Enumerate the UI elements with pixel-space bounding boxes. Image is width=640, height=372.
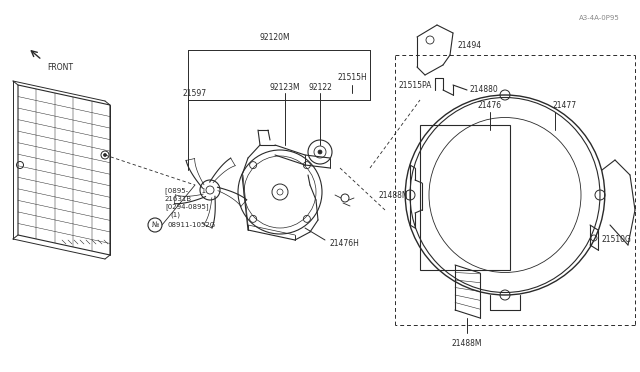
Text: 92123M: 92123M	[269, 83, 300, 92]
Text: 21510G: 21510G	[602, 235, 632, 244]
Text: 21515PA: 21515PA	[399, 80, 432, 90]
Text: 21476: 21476	[478, 102, 502, 110]
Text: (1): (1)	[170, 212, 180, 218]
Text: 21631B: 21631B	[165, 196, 192, 202]
Circle shape	[104, 154, 106, 157]
Text: 21476H: 21476H	[330, 238, 360, 247]
Text: A3-4A-0P95: A3-4A-0P95	[579, 15, 620, 21]
Text: 21494: 21494	[457, 41, 481, 49]
Text: 214880: 214880	[470, 86, 499, 94]
Text: №: №	[152, 222, 159, 228]
Text: 21488N: 21488N	[378, 190, 408, 199]
Text: 21597: 21597	[183, 89, 207, 97]
Bar	[420, 125, 510, 270]
Text: 92120M: 92120M	[260, 33, 291, 42]
Text: 21477: 21477	[553, 102, 577, 110]
Text: 21515H: 21515H	[337, 74, 367, 83]
Circle shape	[318, 150, 322, 154]
Text: 08911-1052G: 08911-1052G	[167, 222, 215, 228]
Text: [0294-0895]: [0294-0895]	[165, 203, 209, 211]
Text: 21488M: 21488M	[452, 339, 483, 347]
Text: [0895-      1: [0895- 1	[165, 187, 206, 195]
Text: 92122: 92122	[308, 83, 332, 92]
Text: FRONT: FRONT	[47, 63, 73, 72]
